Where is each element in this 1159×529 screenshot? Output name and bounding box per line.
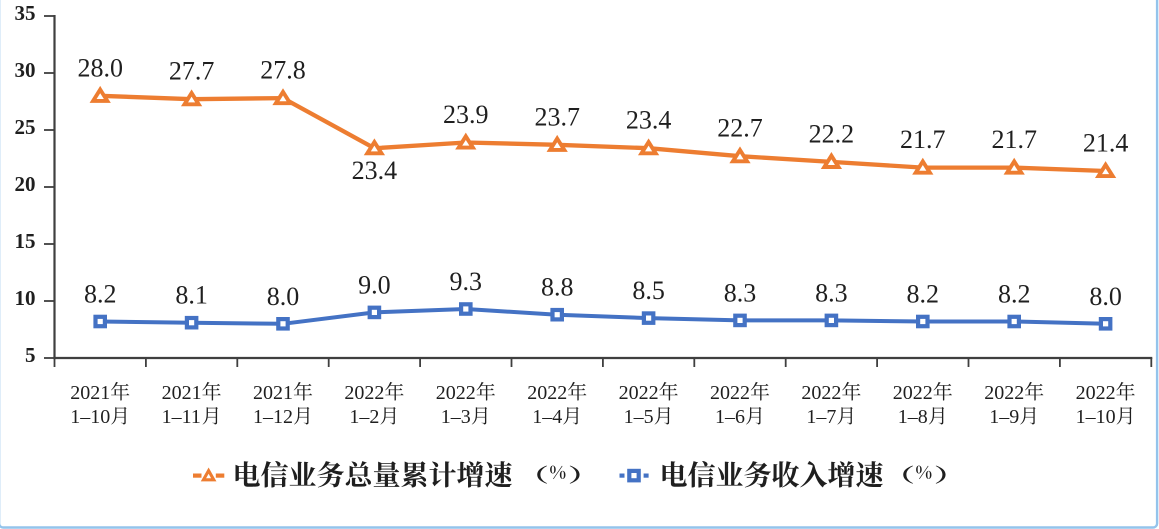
svg-text:2021: 2021 (70, 382, 110, 404)
svg-text:8.1: 8.1 (175, 281, 208, 310)
svg-text:2022: 2022 (1076, 382, 1116, 404)
svg-text:10: 10 (15, 286, 36, 310)
svg-text:8.2: 8.2 (998, 280, 1031, 309)
svg-text:23.9: 23.9 (443, 100, 489, 129)
svg-text:5: 5 (25, 343, 36, 367)
svg-text:1–2: 1–2 (349, 406, 379, 428)
svg-text:20: 20 (15, 172, 36, 196)
svg-text:23.7: 23.7 (534, 102, 580, 131)
svg-text:1–11: 1–11 (162, 406, 201, 428)
svg-text:8.8: 8.8 (541, 273, 574, 302)
svg-text:1–12: 1–12 (253, 406, 293, 428)
svg-text:22.2: 22.2 (809, 119, 855, 148)
svg-text:23.4: 23.4 (352, 156, 398, 185)
svg-text:30: 30 (15, 58, 36, 82)
svg-text:8.2: 8.2 (84, 280, 117, 309)
svg-text:8.3: 8.3 (815, 278, 848, 307)
svg-text:1–7: 1–7 (806, 406, 836, 428)
svg-text:1–3: 1–3 (441, 406, 471, 428)
svg-text:2022: 2022 (984, 382, 1024, 404)
svg-text:22.7: 22.7 (717, 114, 763, 143)
svg-text:2021: 2021 (162, 382, 202, 404)
svg-text:9.0: 9.0 (358, 270, 391, 299)
svg-text:2022: 2022 (710, 382, 750, 404)
svg-text:8.2: 8.2 (907, 280, 940, 309)
svg-text:1–5: 1–5 (624, 406, 654, 428)
svg-text:1–8: 1–8 (898, 406, 928, 428)
svg-text:25: 25 (15, 115, 36, 139)
svg-text:8.5: 8.5 (632, 276, 665, 305)
svg-text:8.0: 8.0 (267, 282, 300, 311)
svg-text:2022: 2022 (436, 382, 476, 404)
svg-text:1–10: 1–10 (70, 406, 110, 428)
svg-text:8.3: 8.3 (724, 278, 757, 307)
svg-text:1–4: 1–4 (532, 406, 562, 428)
svg-text:2022: 2022 (344, 382, 384, 404)
svg-text:23.4: 23.4 (626, 106, 672, 135)
svg-text:1–9: 1–9 (989, 406, 1019, 428)
svg-text:21.4: 21.4 (1083, 129, 1129, 158)
svg-text:1–10: 1–10 (1076, 406, 1116, 428)
svg-text:1–6: 1–6 (715, 406, 745, 428)
svg-text:21.7: 21.7 (900, 125, 946, 154)
svg-text:35: 35 (15, 1, 36, 25)
svg-text:8.0: 8.0 (1089, 282, 1122, 311)
svg-text:2022: 2022 (893, 382, 933, 404)
svg-text:9.3: 9.3 (450, 267, 483, 296)
svg-text:2021: 2021 (253, 382, 293, 404)
svg-text:28.0: 28.0 (77, 53, 123, 82)
svg-text:21.7: 21.7 (991, 125, 1037, 154)
svg-text:27.8: 27.8 (260, 56, 306, 85)
svg-text:2022: 2022 (801, 382, 841, 404)
svg-text:2022: 2022 (527, 382, 567, 404)
svg-text:15: 15 (15, 229, 36, 253)
svg-text:2022: 2022 (619, 382, 659, 404)
svg-text:27.7: 27.7 (169, 57, 215, 86)
